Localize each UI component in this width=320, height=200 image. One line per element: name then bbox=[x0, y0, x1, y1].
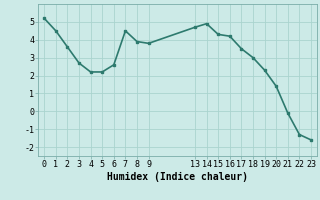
X-axis label: Humidex (Indice chaleur): Humidex (Indice chaleur) bbox=[107, 172, 248, 182]
